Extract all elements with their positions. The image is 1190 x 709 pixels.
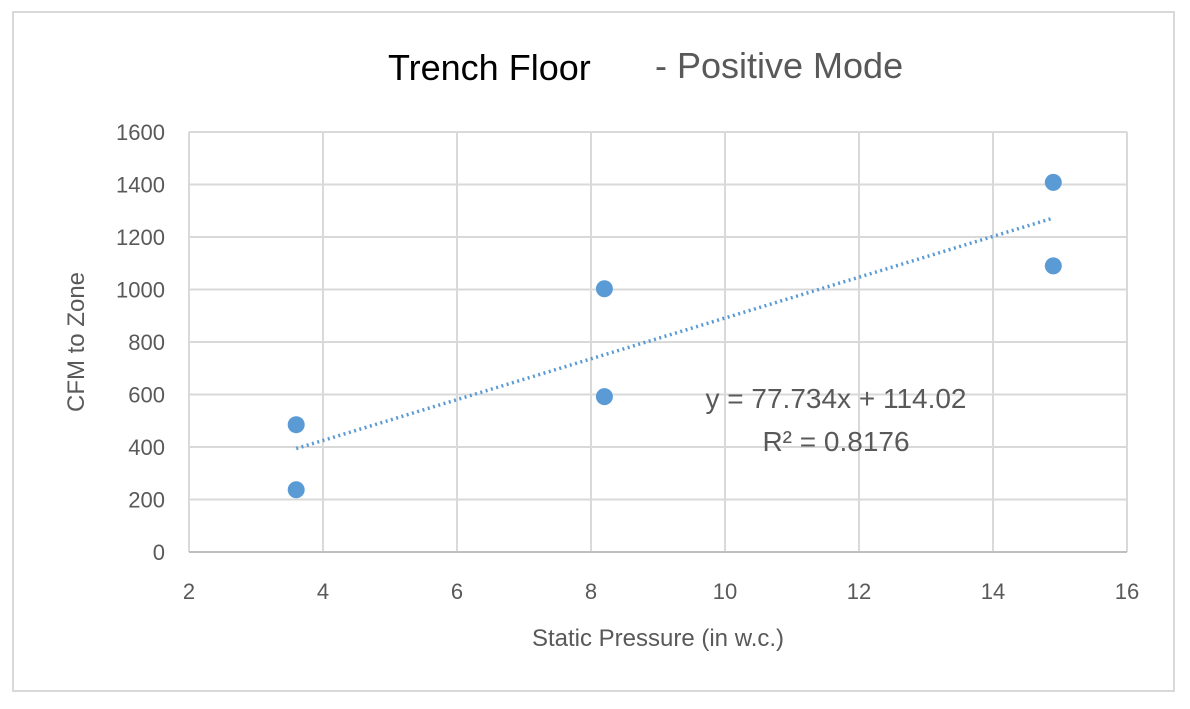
data-point bbox=[1044, 257, 1062, 275]
x-tick-label: 16 bbox=[1115, 579, 1139, 604]
x-tick-label: 10 bbox=[713, 579, 737, 604]
trendline-group bbox=[295, 216, 1054, 451]
x-tick-label: 6 bbox=[451, 579, 463, 604]
y-tick-label: 800 bbox=[128, 330, 165, 355]
chart-subtitle: - Positive Mode bbox=[655, 45, 903, 86]
trendline bbox=[295, 216, 1054, 451]
x-tick-label: 14 bbox=[981, 579, 1005, 604]
x-tick-label: 4 bbox=[317, 579, 329, 604]
x-tick-label: 2 bbox=[183, 579, 195, 604]
data-point bbox=[287, 416, 305, 434]
y-axis-title: CFM to Zone bbox=[63, 272, 90, 412]
data-point bbox=[1044, 173, 1062, 191]
y-axis-ticks: 0 200 400 600 800 1000 1200 1400 1600 bbox=[116, 120, 165, 565]
y-tick-label: 200 bbox=[128, 488, 165, 513]
data-point bbox=[287, 481, 305, 499]
y-tick-label: 1200 bbox=[116, 225, 165, 250]
y-tick-label: 0 bbox=[153, 540, 165, 565]
chart-frame bbox=[12, 11, 1175, 692]
x-tick-label: 8 bbox=[585, 579, 597, 604]
y-tick-label: 400 bbox=[128, 435, 165, 460]
data-point bbox=[595, 280, 613, 298]
chart-title: Trench Floor bbox=[388, 47, 591, 88]
y-tick-label: 1000 bbox=[116, 278, 165, 303]
trendline-equation: y = 77.734x + 114.02 bbox=[705, 383, 966, 414]
gridlines bbox=[188, 131, 1128, 553]
data-point bbox=[595, 388, 613, 406]
x-tick-label: 12 bbox=[847, 579, 871, 604]
y-tick-label: 600 bbox=[128, 383, 165, 408]
trendline-r-squared: R² = 0.8176 bbox=[762, 426, 909, 457]
y-tick-label: 1400 bbox=[116, 173, 165, 198]
data-points bbox=[287, 173, 1062, 499]
x-axis-ticks: 2 4 6 8 10 12 14 16 bbox=[183, 579, 1139, 604]
x-axis-title: Static Pressure (in w.c.) bbox=[532, 625, 784, 652]
y-tick-label: 1600 bbox=[116, 120, 165, 145]
